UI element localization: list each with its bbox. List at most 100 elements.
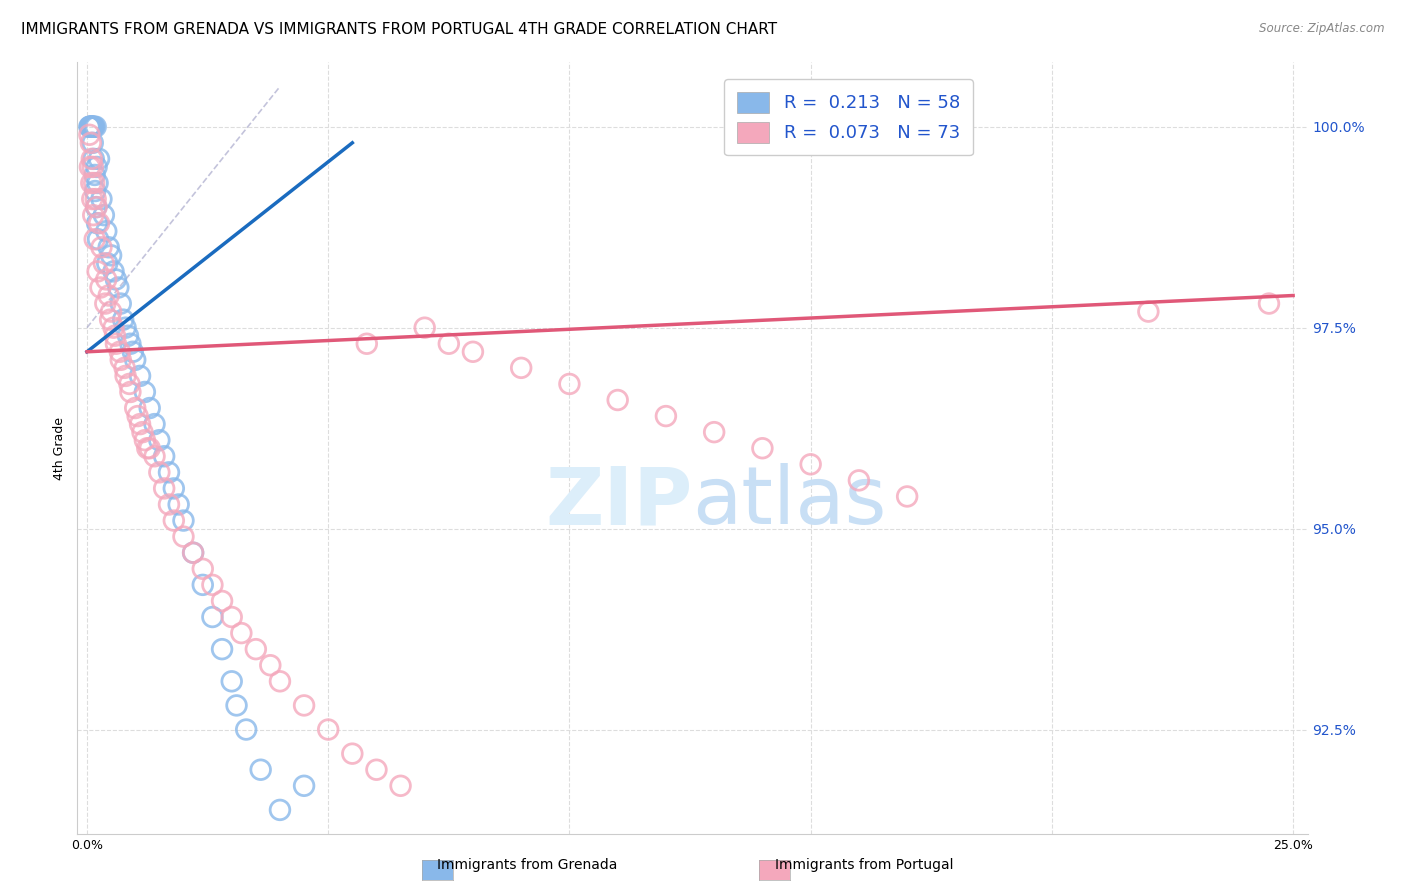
Point xyxy=(80,120,103,134)
Point xyxy=(342,747,364,761)
Point xyxy=(245,642,267,657)
Point xyxy=(86,264,108,278)
Point xyxy=(89,280,111,294)
Point xyxy=(98,312,121,326)
Point xyxy=(103,320,125,334)
Point xyxy=(316,723,339,737)
Point xyxy=(249,763,271,777)
Point xyxy=(82,192,104,206)
Point xyxy=(82,120,104,134)
Point xyxy=(114,368,136,383)
Point xyxy=(136,441,159,455)
Point xyxy=(100,248,122,262)
Point xyxy=(163,482,186,496)
Point xyxy=(80,176,103,190)
Point xyxy=(134,384,156,399)
Point xyxy=(157,498,180,512)
Point xyxy=(79,120,101,134)
Point xyxy=(83,176,105,190)
Point xyxy=(80,120,103,134)
Point xyxy=(134,433,156,447)
Point xyxy=(461,344,484,359)
Point xyxy=(221,610,243,624)
Point xyxy=(191,562,214,576)
Text: atlas: atlas xyxy=(693,463,887,541)
Point xyxy=(86,200,108,214)
Point xyxy=(129,368,152,383)
Point xyxy=(131,425,153,439)
Point xyxy=(181,546,204,560)
Point xyxy=(110,296,132,310)
Point xyxy=(127,409,149,423)
Point xyxy=(172,530,194,544)
Point xyxy=(153,450,176,464)
Point xyxy=(82,160,104,174)
Point xyxy=(90,240,112,254)
Point xyxy=(83,152,105,166)
Point xyxy=(121,344,143,359)
Point xyxy=(138,441,160,455)
Point xyxy=(87,216,110,230)
Point xyxy=(269,674,291,689)
Point xyxy=(269,803,291,817)
Point xyxy=(87,152,110,166)
Point xyxy=(97,288,120,302)
Point xyxy=(191,578,214,592)
Point xyxy=(84,120,107,134)
Point xyxy=(82,120,104,134)
Point xyxy=(120,384,142,399)
Point xyxy=(896,490,918,504)
Legend: R =  0.213   N = 58, R =  0.073   N = 73: R = 0.213 N = 58, R = 0.073 N = 73 xyxy=(724,79,973,155)
Text: ZIP: ZIP xyxy=(546,463,693,541)
Point xyxy=(114,360,136,375)
Point xyxy=(84,192,107,206)
Point xyxy=(129,417,152,431)
Point xyxy=(118,376,141,391)
Point xyxy=(1137,304,1160,318)
Point xyxy=(87,232,110,246)
Point xyxy=(96,224,118,238)
Point xyxy=(211,642,233,657)
Point xyxy=(112,312,135,326)
Point xyxy=(172,514,194,528)
Point xyxy=(366,763,388,777)
Point xyxy=(292,779,315,793)
Point xyxy=(110,352,132,367)
Point xyxy=(93,256,115,270)
Point xyxy=(114,320,136,334)
Point xyxy=(153,482,176,496)
Point xyxy=(86,176,108,190)
Point xyxy=(84,184,107,198)
Point xyxy=(97,240,120,254)
Point xyxy=(163,514,186,528)
Point xyxy=(124,401,146,415)
Point xyxy=(82,208,104,222)
Point xyxy=(225,698,247,713)
Point xyxy=(389,779,412,793)
Point xyxy=(86,216,108,230)
Point xyxy=(148,433,170,447)
Point xyxy=(167,498,190,512)
Point xyxy=(80,136,103,150)
Point xyxy=(107,280,129,294)
Point xyxy=(120,336,142,351)
Point xyxy=(83,232,105,246)
Point xyxy=(80,120,103,134)
Point xyxy=(104,272,127,286)
Point xyxy=(80,152,103,166)
Point xyxy=(235,723,257,737)
Text: Immigrants from Grenada: Immigrants from Grenada xyxy=(437,858,617,872)
Point xyxy=(104,336,127,351)
Point xyxy=(221,674,243,689)
Point xyxy=(82,136,104,150)
Point xyxy=(90,192,112,206)
Point xyxy=(143,417,166,431)
Point xyxy=(606,392,628,407)
Point xyxy=(292,698,315,713)
Point xyxy=(93,208,115,222)
Point xyxy=(231,626,253,640)
Point xyxy=(96,256,118,270)
Point xyxy=(124,352,146,367)
Point xyxy=(413,320,436,334)
Point xyxy=(751,441,773,455)
